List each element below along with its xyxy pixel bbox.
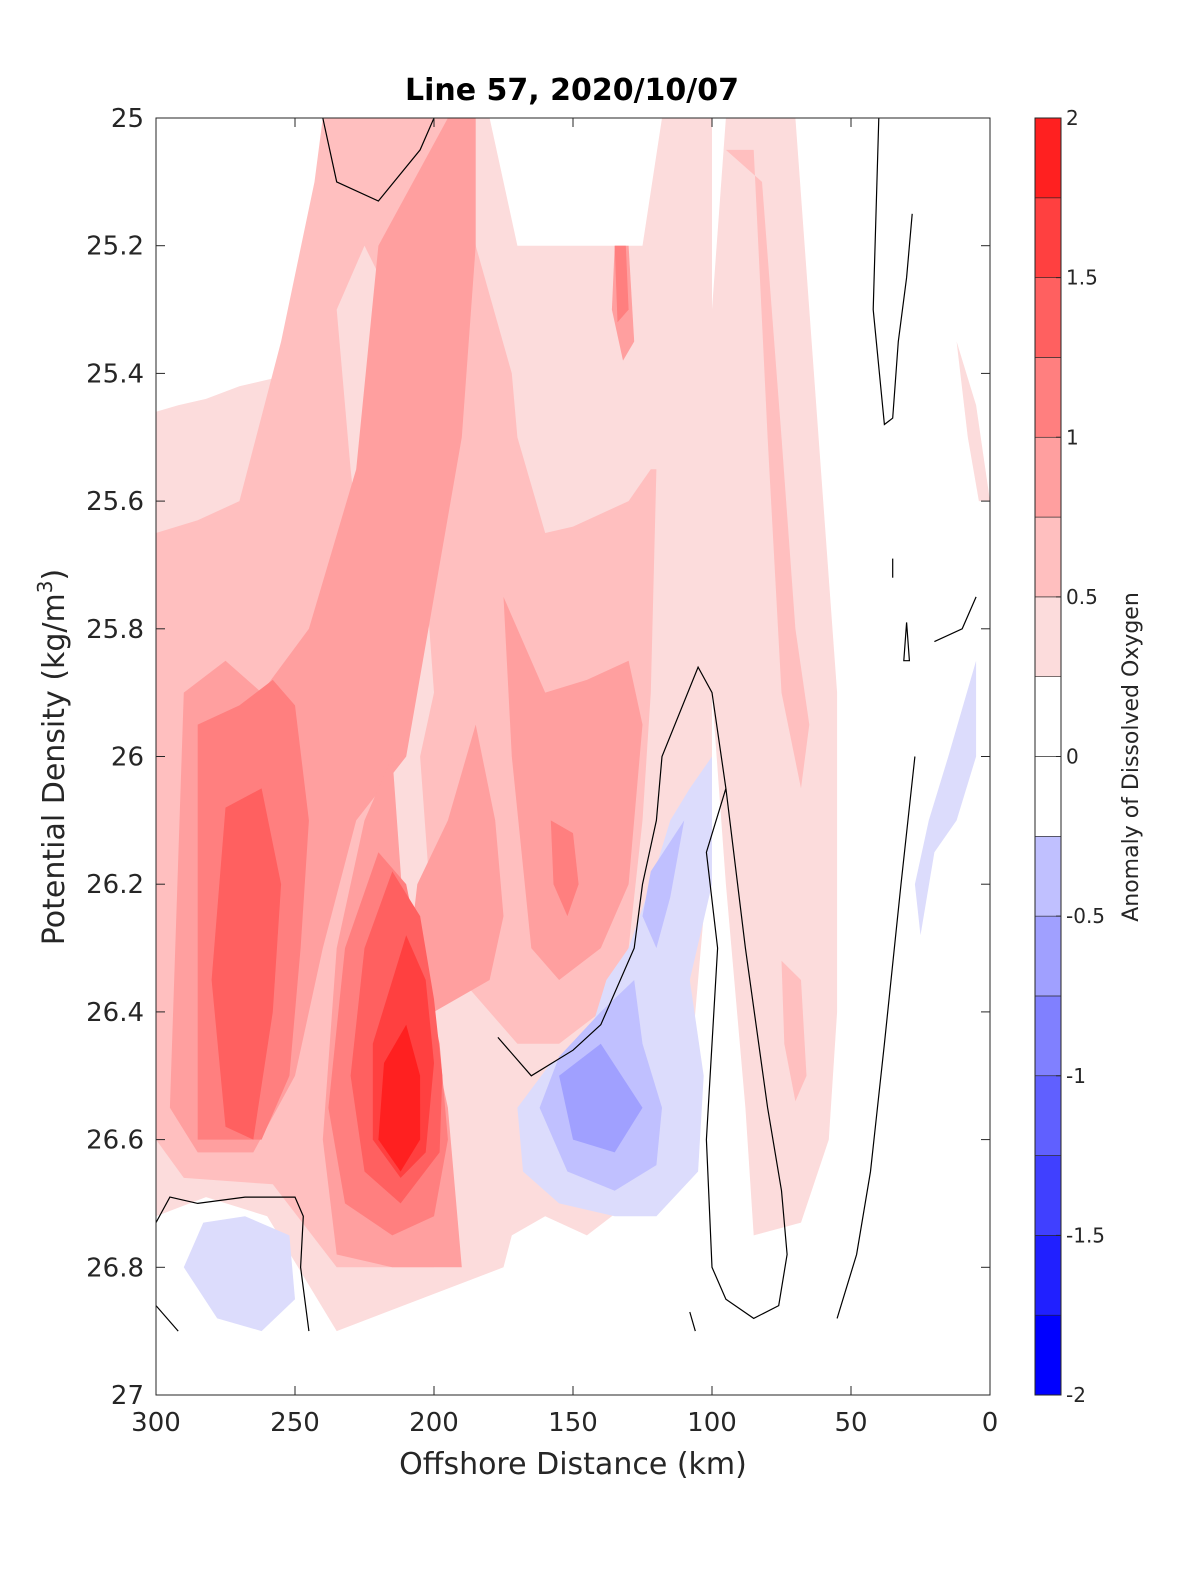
x-axis: 300 250 200 150 100 50 0	[131, 118, 998, 1438]
contour-regions	[156, 118, 990, 1332]
zero-contour-lines	[156, 118, 977, 1332]
colorbar-band	[1034, 1235, 1062, 1316]
colorbar-band	[1034, 995, 1062, 1077]
x-tick-label: 300	[131, 1408, 181, 1438]
zero-contour-line-4	[872, 118, 913, 426]
y-tick-label: 26	[111, 743, 144, 773]
colorbar-tick-label: 1	[1066, 425, 1079, 449]
x-tick-label: 200	[409, 1408, 459, 1438]
contour-region-4	[725, 149, 810, 789]
contour-region-5	[781, 960, 807, 1102]
zero-contour-line-9	[689, 1311, 696, 1332]
y-axis-label-end: )	[37, 569, 72, 581]
colorbar-tick-label: -2	[1066, 1383, 1086, 1407]
contour-region-13	[550, 820, 579, 917]
y-tick-label: 26.2	[86, 870, 144, 900]
x-tick-label: 100	[687, 1408, 737, 1438]
colorbar-band	[1034, 1155, 1062, 1236]
colorbar-band	[1034, 117, 1062, 199]
plot-area	[156, 118, 990, 1395]
y-tick-label: 27	[111, 1381, 144, 1411]
x-tick-label: 0	[982, 1408, 999, 1438]
colorbar-band	[1034, 596, 1062, 677]
y-tick-label: 25.4	[86, 359, 144, 389]
zero-contour-line-2	[156, 1305, 179, 1332]
y-axis-label-superscript: 3	[33, 580, 57, 593]
contour-region-20	[183, 1216, 295, 1332]
colorbar: 2 1.5 1 0.5 0 -0.5 -1 -1.5 -2	[1034, 106, 1105, 1407]
chart-title: Line 57, 2020/10/07	[405, 73, 739, 108]
x-tick-label: 50	[834, 1408, 867, 1438]
x-tick-label: 250	[270, 1408, 320, 1438]
contour-region-24	[559, 1043, 643, 1153]
colorbar-band	[1034, 915, 1062, 997]
colorbar-band	[1034, 197, 1062, 278]
colorbar-band	[1034, 836, 1062, 917]
colorbar-tick-label: -0.5	[1066, 904, 1105, 928]
colorbar-band	[1034, 756, 1062, 837]
y-tick-label: 25	[111, 104, 144, 134]
colorbar-band	[1034, 676, 1062, 757]
contour-region-15	[211, 788, 282, 1140]
y-axis-label: Potential Density (kg/m3)	[33, 569, 72, 945]
colorbar-band	[1034, 436, 1062, 518]
colorbar-band	[1034, 1075, 1062, 1156]
y-tick-label: 25.6	[86, 487, 144, 517]
colorbar-tick-label: 0.5	[1066, 585, 1098, 609]
zero-contour-line-6	[903, 622, 911, 662]
contour-region-8	[406, 724, 504, 1012]
contour-region-1	[712, 118, 838, 1236]
zero-contour-line-1	[156, 1196, 310, 1332]
y-tick-label: 25.8	[86, 615, 144, 645]
colorbar-band	[1034, 516, 1062, 598]
contour-region-22	[642, 820, 685, 949]
zero-contour-line-8	[836, 756, 916, 1319]
colorbar-band	[1034, 277, 1062, 358]
y-axis: 25 25.2 25.4 25.6 25.8 26 26.2 26.4 26.6 26.8 27	[86, 104, 990, 1411]
x-tick-label: 150	[548, 1408, 598, 1438]
zero-contour-line-3	[497, 665, 788, 1320]
y-tick-label: 26.6	[86, 1126, 144, 1156]
colorbar-tick-label: -1.5	[1066, 1223, 1105, 1247]
contour-region-21	[914, 660, 977, 936]
contour-region-9	[503, 596, 643, 980]
colorbar-tick-label: 1.5	[1066, 266, 1098, 290]
y-tick-label: 26.8	[86, 1253, 144, 1283]
y-tick-label: 25.2	[86, 232, 144, 262]
colorbar-tick-label: -1	[1066, 1064, 1086, 1088]
zero-contour-line-0	[322, 118, 435, 202]
contour-region-18	[378, 1024, 421, 1172]
zero-contour-line-7	[934, 596, 977, 643]
contour-region-14	[614, 245, 629, 323]
y-axis-label-main: Potential Density (kg/m	[37, 593, 72, 945]
colorbar-band	[1034, 357, 1062, 438]
y-tick-label: 26.4	[86, 998, 144, 1028]
colorbar-band	[1034, 1314, 1062, 1396]
colorbar-tick-label: 0	[1066, 745, 1079, 769]
colorbar-tick-label: 2	[1066, 106, 1079, 130]
colorbar-label: Anomaly of Dissolved Oxygen	[1119, 592, 1144, 922]
contour-region-2	[956, 341, 990, 502]
x-axis-label: Offshore Distance (km)	[399, 1447, 747, 1482]
